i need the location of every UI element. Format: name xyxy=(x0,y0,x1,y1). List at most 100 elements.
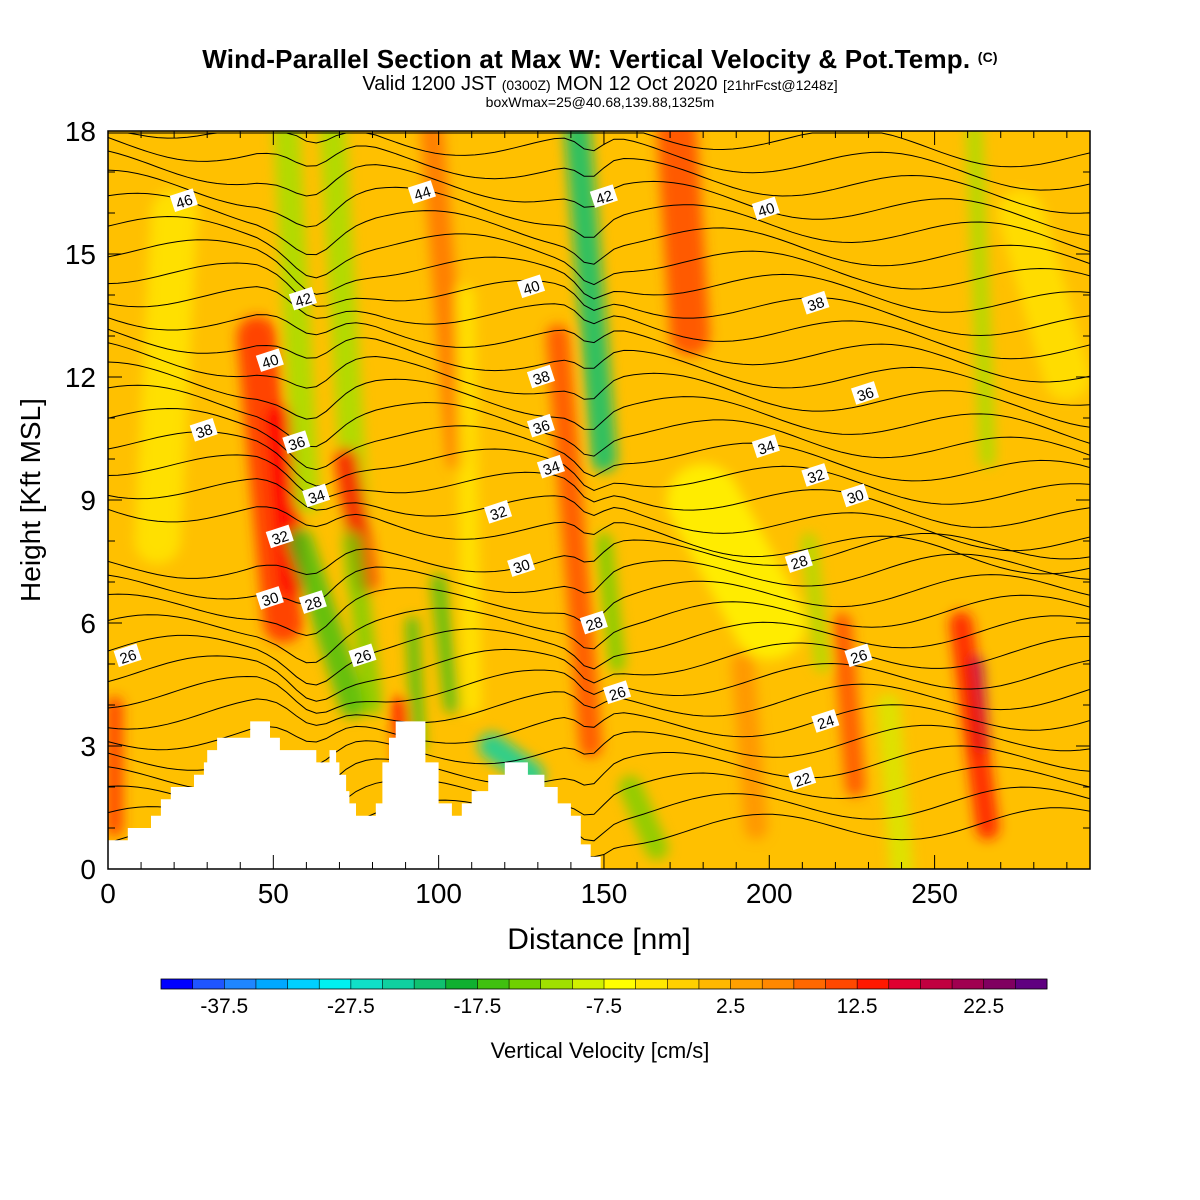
colorbar-swatch xyxy=(161,979,194,989)
contour-label-bg xyxy=(282,430,311,454)
chart-subtitle: boxWmax=25@40.68,139.88,1325m xyxy=(485,94,715,110)
colorbar-swatch xyxy=(572,979,605,989)
x-tick-label: 50 xyxy=(258,878,289,909)
contour-label: 26 xyxy=(113,643,142,668)
contour-label: 46 xyxy=(169,188,198,213)
colorbar-swatch xyxy=(667,979,700,989)
contour-label: 24 xyxy=(811,709,840,733)
contour-label-text: 30 xyxy=(511,556,532,577)
contour-label-bg xyxy=(288,286,317,311)
colorbar-tick-label: -7.5 xyxy=(586,995,622,1018)
contour-label: 36 xyxy=(851,381,880,405)
colorbar-swatch xyxy=(762,979,795,989)
contour-label-bg xyxy=(517,274,546,299)
colorbar-tick-label: 12.5 xyxy=(837,995,878,1018)
contour-label: 26 xyxy=(603,680,632,705)
theta-contour-line xyxy=(108,407,1090,482)
theta-contour-line xyxy=(108,169,1090,253)
colorbar-swatch xyxy=(983,979,1016,989)
velocity-streak xyxy=(656,131,710,356)
contour-label-bg xyxy=(811,709,840,733)
contour-label: 38 xyxy=(189,418,218,442)
y-tick-label: 12 xyxy=(65,362,96,393)
theta-contour-line xyxy=(108,683,1090,730)
plot-area: 46 44 42 40 42 40 38 40 38 36 38 36 36 34 34 32 34 30 32 32… xyxy=(108,131,1090,869)
colorbar-swatch xyxy=(192,979,225,989)
velocity-streak xyxy=(564,131,618,473)
valid-utc: (0300Z) xyxy=(501,77,551,93)
contour-label-bg xyxy=(841,483,870,508)
contour-label-bg xyxy=(751,196,780,221)
colorbar-tick-label: 22.5 xyxy=(963,995,1004,1018)
velocity-streak xyxy=(546,324,603,758)
contour-label-bg xyxy=(788,766,817,791)
x-tick-label: 100 xyxy=(415,878,462,909)
contour-label: 40 xyxy=(751,196,780,221)
theta-contour-line xyxy=(108,361,1090,444)
contour-label-bg xyxy=(348,643,377,668)
velocity-streak xyxy=(236,316,304,643)
colorbar-swatch xyxy=(445,979,478,989)
velocity-streak xyxy=(455,285,482,715)
colorbar-swatch xyxy=(730,979,763,989)
contour-label-text: 24 xyxy=(815,712,836,733)
theta-contour-line xyxy=(108,506,1090,575)
contour-label: 28 xyxy=(784,549,813,574)
contour-label-text: 38 xyxy=(194,421,215,442)
velocity-streak xyxy=(134,189,198,565)
contour-label-bg xyxy=(113,643,142,668)
contour-label-bg xyxy=(255,586,284,610)
y-tick-label: 6 xyxy=(80,608,96,639)
colorbar-swatch xyxy=(793,979,826,989)
colorbar-swatch xyxy=(319,979,352,989)
contour-label-bg xyxy=(751,434,780,459)
theta-contour-line xyxy=(108,659,1090,714)
colorbar-swatch xyxy=(414,979,447,989)
colorbar-swatch xyxy=(509,979,542,989)
contour-label-text: 26 xyxy=(118,647,139,668)
contour-label: 36 xyxy=(282,430,311,455)
contour-label: 26 xyxy=(844,643,873,668)
contour-label-bg xyxy=(189,418,218,442)
contour-label-text: 34 xyxy=(756,437,777,458)
contour-label: 30 xyxy=(255,586,284,610)
theta-contour-line xyxy=(108,262,1090,337)
velocity-streak xyxy=(286,527,366,719)
contour-label-text: 38 xyxy=(531,368,552,389)
velocity-streak xyxy=(949,611,1000,840)
contour-label: 32 xyxy=(801,463,830,487)
terrain xyxy=(108,721,601,869)
theta-contour-line xyxy=(108,635,1090,702)
contour-label-text: 40 xyxy=(521,278,542,299)
contour-label-text: 26 xyxy=(353,647,374,668)
contour-label-bg xyxy=(784,549,813,573)
contour-label: 36 xyxy=(526,413,555,438)
y-tick-label: 15 xyxy=(65,239,96,270)
contour-label-text: 32 xyxy=(270,528,291,549)
colorbar-swatch xyxy=(888,979,921,989)
contour-label-bg xyxy=(589,184,618,208)
x-tick-label: 200 xyxy=(746,878,793,909)
colorbar-swatch xyxy=(604,979,637,989)
colorbar-tick-label: 2.5 xyxy=(716,995,745,1018)
x-tick-label: 150 xyxy=(581,878,628,909)
contour-label-bg xyxy=(536,454,565,479)
valid-time: Valid 1200 JST xyxy=(362,73,497,95)
contour-label-bg xyxy=(507,553,536,577)
colorbar-swatch xyxy=(382,979,415,989)
theta-contour-line xyxy=(108,594,1090,664)
contour-label-bg xyxy=(265,524,294,549)
velocity-streak xyxy=(832,613,866,797)
contour-label-text: 36 xyxy=(531,417,552,438)
contour-label-text: 40 xyxy=(756,200,777,221)
contour-label-bg xyxy=(526,413,555,438)
theta-contour-line xyxy=(108,192,1090,267)
colorbar-swatch xyxy=(698,979,732,989)
forecast-info: [21hrFcst@1248z] xyxy=(723,77,838,93)
velocity-streak xyxy=(731,652,768,840)
theta-contour-line xyxy=(108,328,1090,406)
velocity-field xyxy=(108,131,1090,869)
contour-label-text: 44 xyxy=(412,183,433,204)
contour-label-bg xyxy=(801,463,830,487)
